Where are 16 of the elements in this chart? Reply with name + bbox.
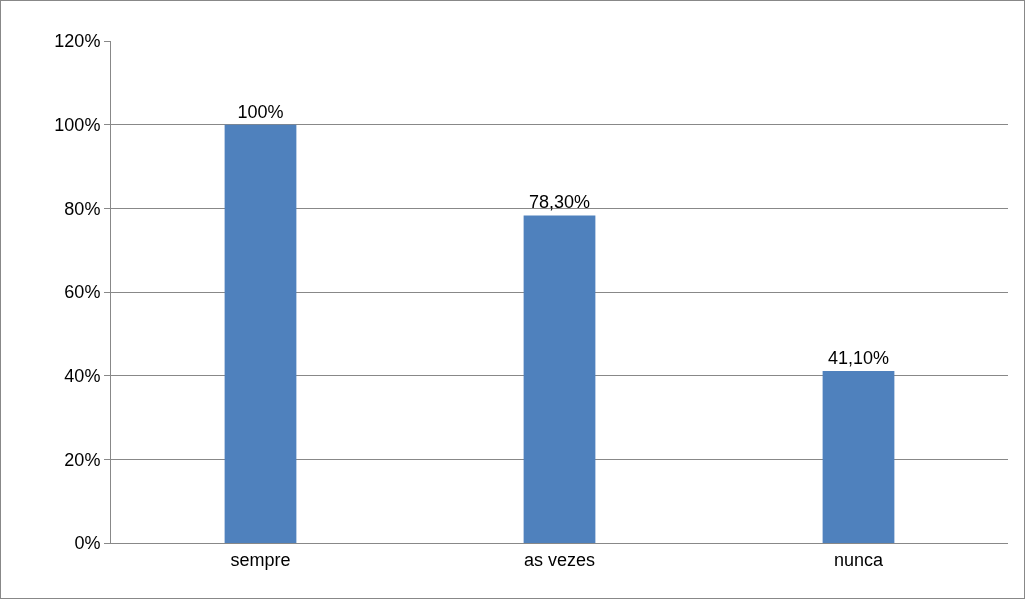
x-tick-label: as vezes xyxy=(523,549,596,570)
bar xyxy=(523,215,596,543)
bar xyxy=(224,124,297,543)
y-tick-label: 0% xyxy=(74,533,101,554)
data-label: 100% xyxy=(237,101,284,122)
bar xyxy=(822,371,895,543)
y-tick-label: 40% xyxy=(64,365,101,386)
data-label: 78,30% xyxy=(528,192,591,213)
y-tick-label: 60% xyxy=(64,282,101,303)
data-label: 41,10% xyxy=(827,348,890,369)
y-tick-label: 100% xyxy=(54,114,101,135)
y-tick-label: 20% xyxy=(64,449,101,470)
x-tick-label: nunca xyxy=(833,549,885,570)
y-tick-label: 80% xyxy=(64,198,101,219)
y-tick-label: 120% xyxy=(54,31,101,52)
x-tick-label: sempre xyxy=(230,549,291,570)
